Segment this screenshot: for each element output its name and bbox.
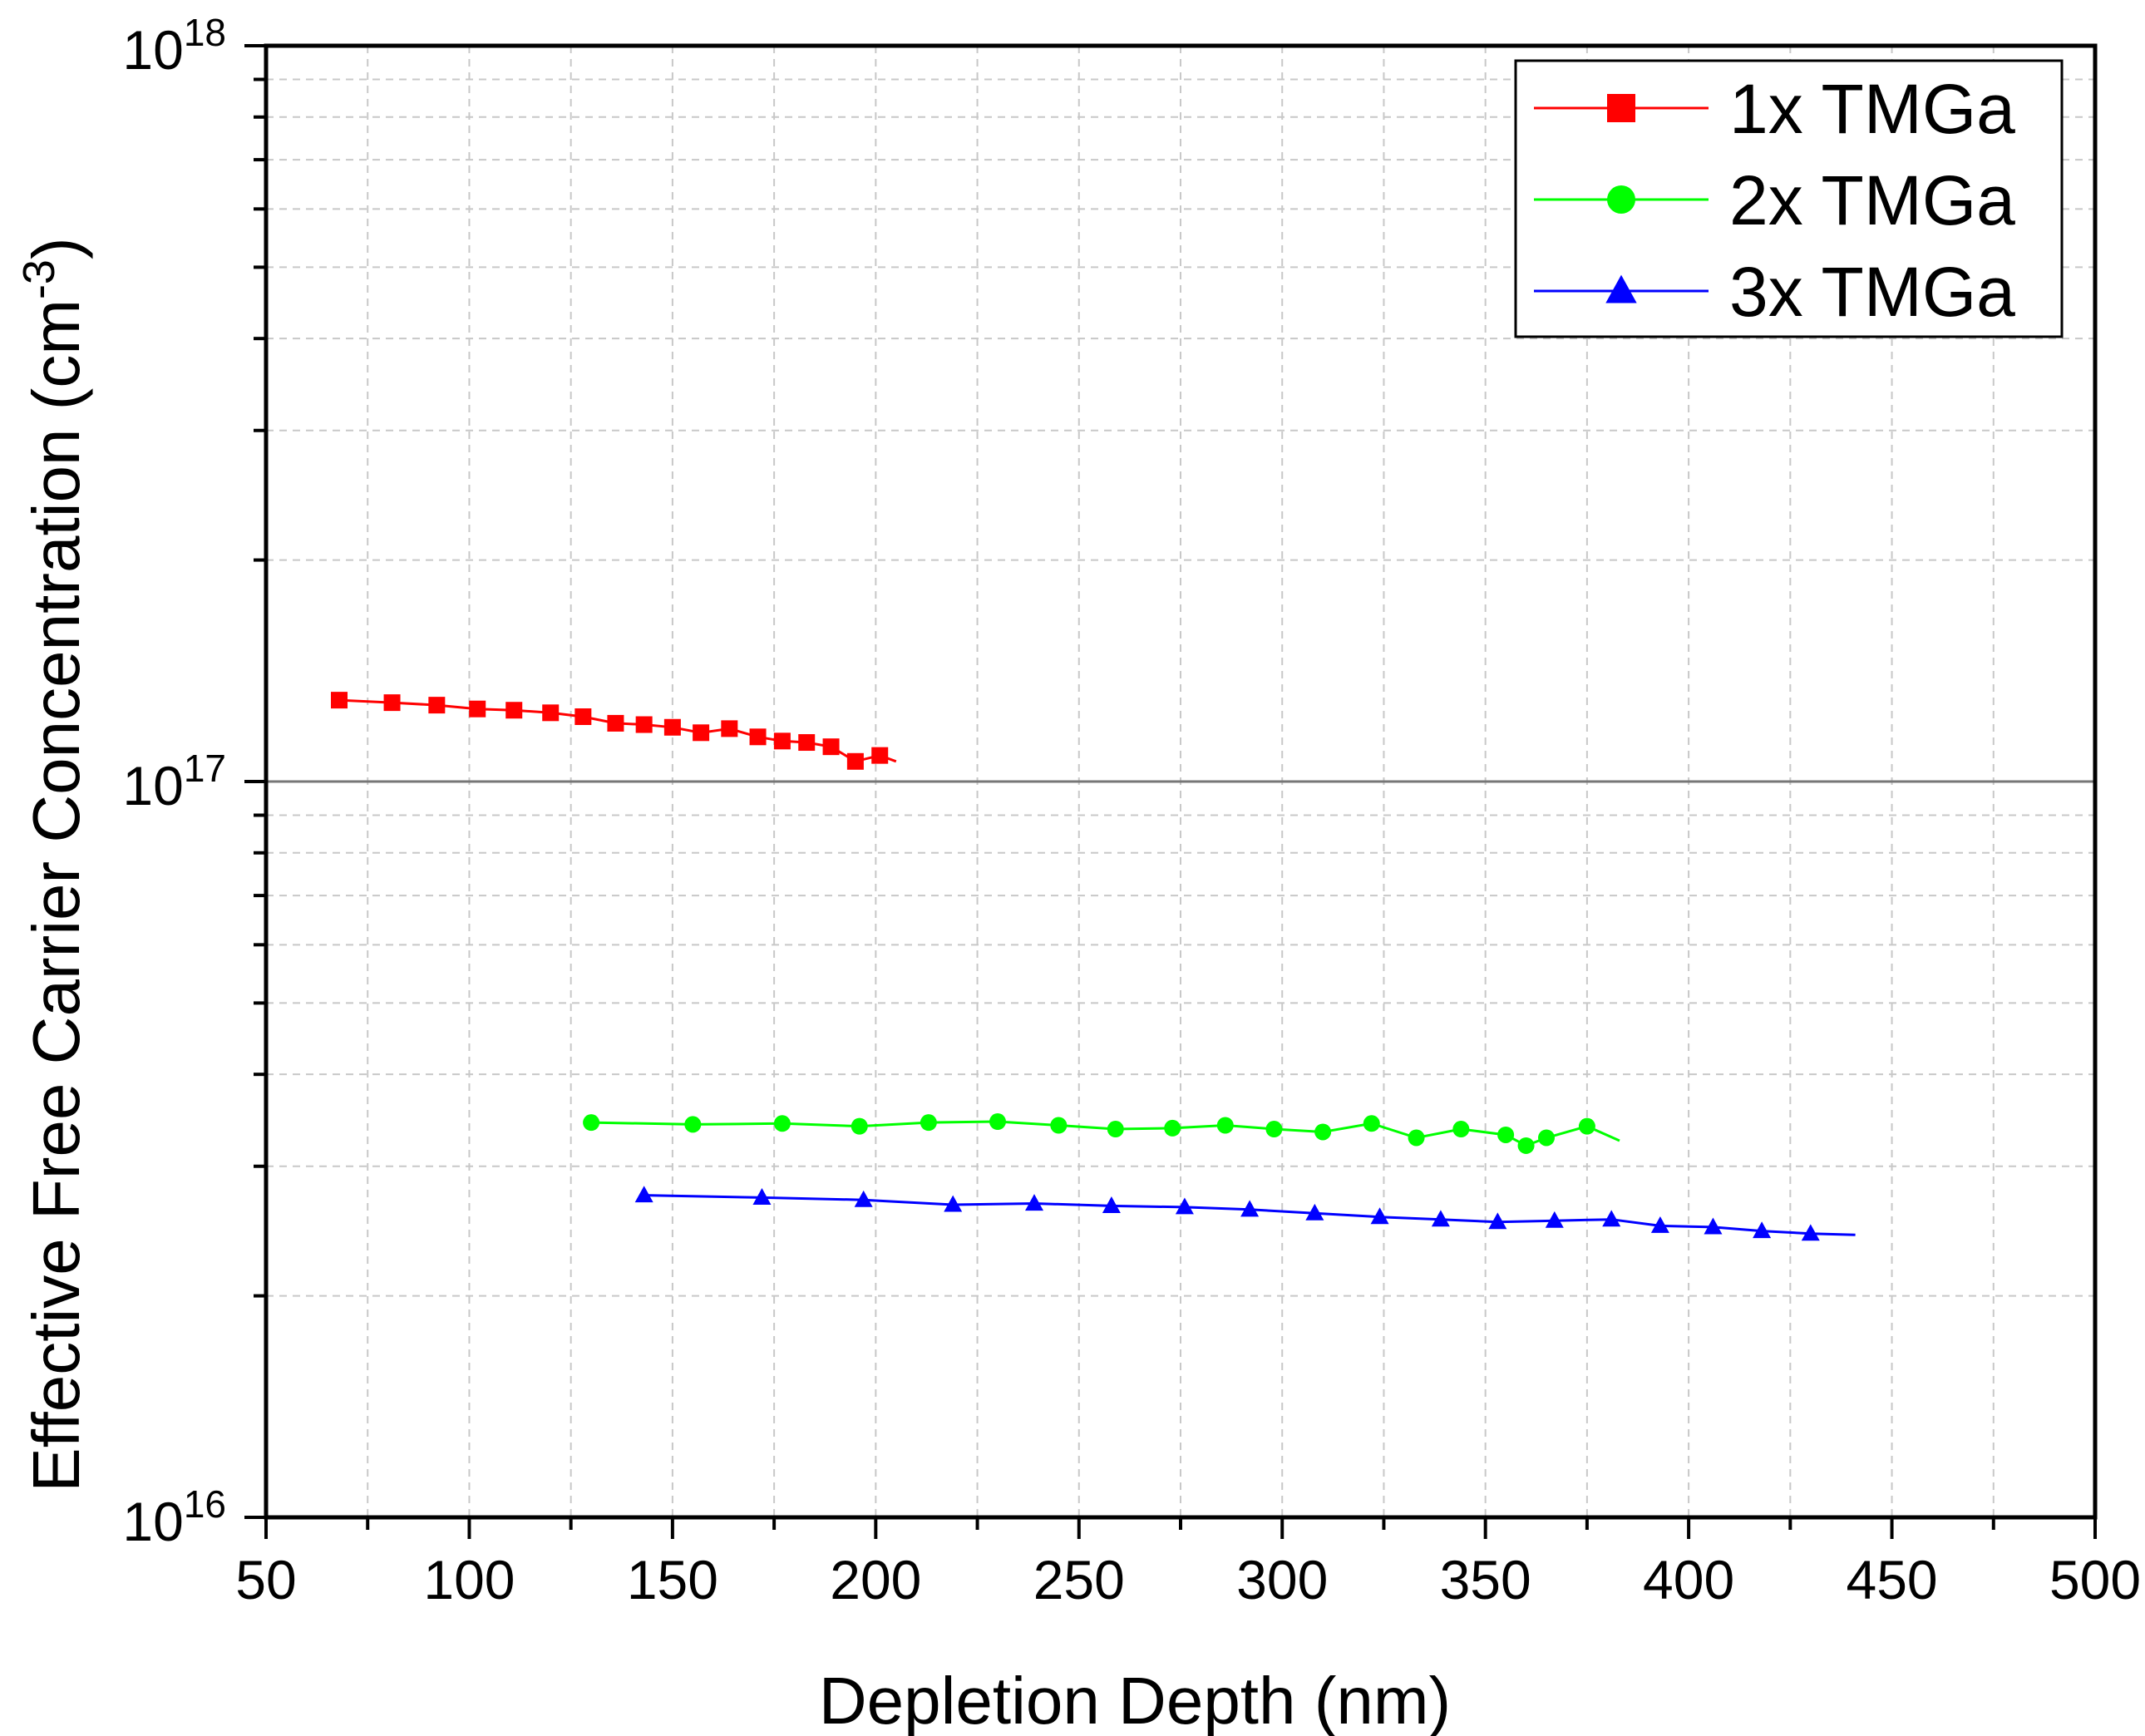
data-point [1408, 1129, 1425, 1147]
legend: 1x TMGa 2x TMGa 3x TMGa [1514, 59, 2064, 338]
data-point [846, 752, 864, 770]
data-point [752, 1188, 772, 1205]
data-point [1216, 1117, 1234, 1134]
x-tick-label: 50 [235, 1549, 296, 1610]
data-point [635, 716, 653, 733]
data-point [693, 724, 710, 742]
data-point [1497, 1126, 1515, 1143]
x-tick-label: 300 [1236, 1549, 1328, 1610]
data-point [1025, 1194, 1043, 1211]
data-point [749, 728, 767, 746]
data-point [822, 738, 840, 756]
y-tick-label: 1017 [122, 747, 226, 816]
data-point [1452, 1121, 1470, 1138]
data-point [1265, 1121, 1283, 1138]
data-point [851, 1117, 868, 1135]
data-point [1578, 1117, 1595, 1135]
data-point [1801, 1224, 1820, 1241]
series-1 [331, 692, 897, 770]
data-point [721, 720, 738, 737]
data-point [469, 700, 486, 718]
legend-label: 2x TMGa [1729, 161, 2015, 239]
y-tick-exponent: 18 [184, 11, 226, 54]
data-point [663, 718, 681, 736]
data-point [428, 697, 446, 714]
data-point [1538, 1129, 1555, 1147]
legend-item-2: 2x TMGa [1534, 161, 2015, 239]
data-point [1488, 1212, 1507, 1230]
y-tick-label: 1016 [122, 1482, 226, 1552]
y-tick-base: 10 [122, 755, 183, 816]
legend-label: 1x TMGa [1729, 70, 2015, 148]
data-point [1175, 1197, 1194, 1215]
x-tick-label: 200 [830, 1549, 921, 1610]
legend-marker [1607, 185, 1635, 214]
x-axis-title: Depletion Depth (nm) [819, 1664, 1451, 1736]
data-point [542, 704, 560, 722]
data-point [634, 1186, 653, 1203]
data-point [1650, 1216, 1669, 1233]
data-point [383, 694, 401, 712]
data-point [798, 734, 816, 752]
axis-ticks [244, 44, 2097, 1539]
data-point [1240, 1200, 1260, 1217]
x-tick-label: 150 [627, 1549, 718, 1610]
y-tick-base: 10 [122, 19, 183, 81]
series-3 [634, 1186, 1856, 1241]
x-tick-label: 100 [423, 1549, 515, 1610]
legend-label: 3x TMGa [1729, 253, 2015, 331]
x-tick-label: 350 [1440, 1549, 1531, 1610]
data-point [1753, 1221, 1772, 1239]
data-point [944, 1195, 963, 1212]
series-2 [583, 1113, 1620, 1154]
data-point [684, 1116, 702, 1133]
x-tick-label: 250 [1033, 1549, 1125, 1610]
data-point [1602, 1210, 1621, 1227]
data-point [1102, 1196, 1121, 1213]
data-point [871, 747, 889, 764]
data-point [1704, 1217, 1723, 1235]
data-point [1431, 1210, 1450, 1227]
data-point [920, 1114, 937, 1132]
data-point [1164, 1119, 1181, 1137]
data-point [989, 1113, 1006, 1131]
data-point [1050, 1117, 1068, 1134]
data-point [505, 702, 523, 719]
data-point [1545, 1211, 1564, 1228]
data-point [1305, 1203, 1324, 1221]
y-axis-title-main: Effective Free Carrier Concentration (cm [19, 299, 93, 1492]
data-point [331, 692, 348, 709]
data-point [773, 1115, 791, 1132]
series-layer [331, 692, 1856, 1241]
data-point [854, 1190, 873, 1207]
data-point [1517, 1137, 1535, 1154]
y-tick-label: 1018 [122, 11, 226, 81]
x-tick-label: 400 [1643, 1549, 1734, 1610]
x-tick-label: 500 [2049, 1549, 2141, 1610]
y-axis-title-close: ) [19, 237, 93, 259]
x-axis-tick-labels: 50 100 150 200 250 300 350 400 450 500 [235, 1549, 2141, 1610]
data-point [1314, 1123, 1332, 1141]
data-point [574, 708, 592, 725]
data-point [773, 732, 791, 750]
y-tick-exponent: 16 [184, 1482, 226, 1526]
y-axis-title-exponent: -3 [14, 259, 64, 299]
legend-marker [1607, 94, 1635, 122]
data-point [1370, 1207, 1389, 1225]
legend-marker [1605, 274, 1637, 303]
data-point [607, 714, 624, 732]
y-axis-title: Effective Free Carrier Concentration (cm… [14, 237, 93, 1492]
x-tick-label: 450 [1846, 1549, 1937, 1610]
y-tick-exponent: 17 [184, 747, 226, 790]
legend-item-3: 3x TMGa [1534, 253, 2015, 331]
data-point [1107, 1121, 1124, 1138]
data-point [583, 1114, 600, 1132]
data-point [1363, 1115, 1380, 1132]
legend-item-1: 1x TMGa [1534, 70, 2015, 148]
y-tick-base: 10 [122, 1491, 183, 1552]
